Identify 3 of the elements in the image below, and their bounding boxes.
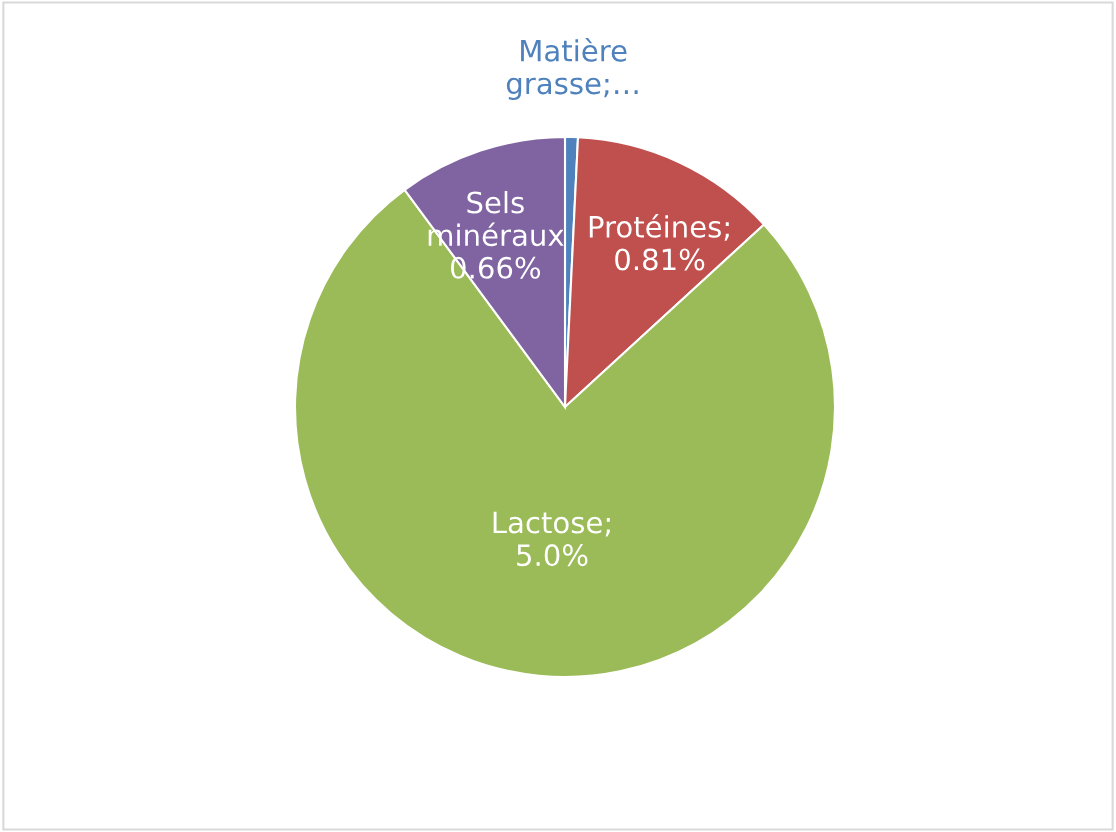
slice-label: Protéines; 0.81%	[589, 214, 729, 271]
slice-label: Matière grasse;…	[506, 37, 638, 101]
slice-label: Lactose; 5.0%	[493, 511, 610, 567]
